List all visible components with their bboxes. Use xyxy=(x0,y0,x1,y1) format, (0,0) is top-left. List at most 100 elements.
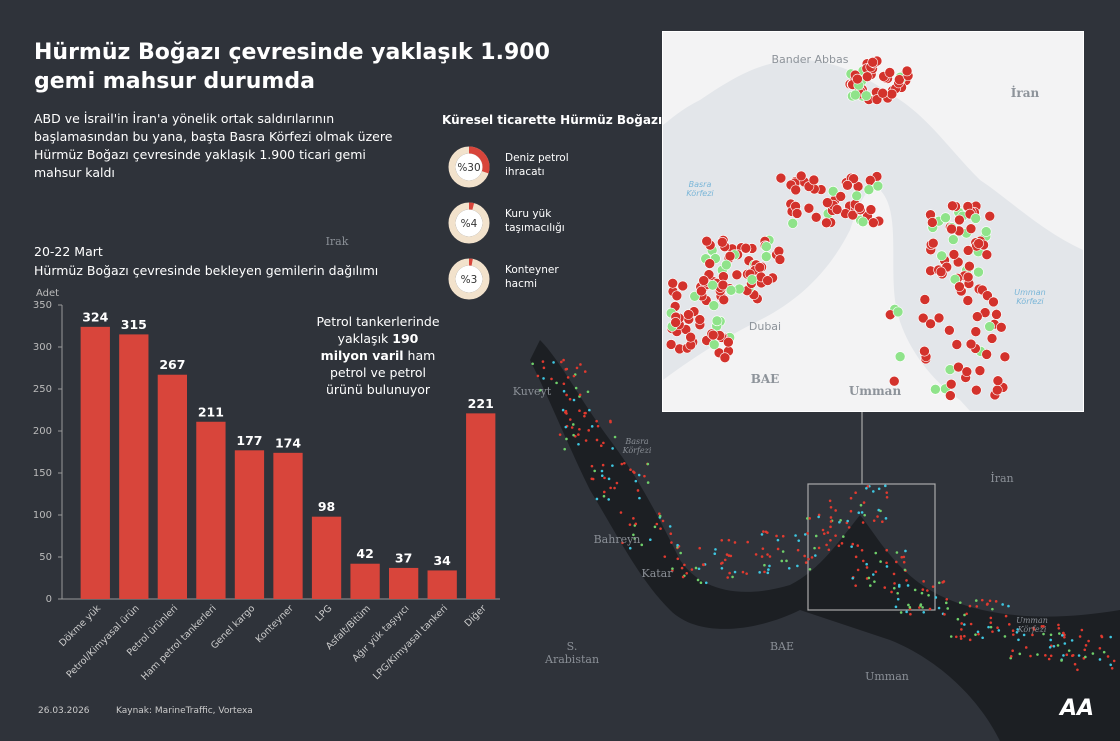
ship-dot xyxy=(764,530,768,534)
ship-dot xyxy=(879,509,882,513)
ship-dot xyxy=(872,519,876,522)
value-label: 315 xyxy=(121,317,147,332)
ship-dot xyxy=(874,570,878,574)
ship-dot xyxy=(822,197,833,208)
ship-dot xyxy=(974,365,986,376)
ship-dot xyxy=(780,559,784,563)
ship-dot xyxy=(561,408,565,412)
ship-dot xyxy=(579,363,582,366)
ship-dot xyxy=(1022,633,1026,637)
ship-dot xyxy=(948,249,960,260)
ship-dot xyxy=(944,324,955,336)
ship-dot xyxy=(723,336,734,348)
value-label: 267 xyxy=(159,357,185,372)
ship-dot xyxy=(696,285,707,297)
ship-dot xyxy=(965,338,977,350)
ship-dot xyxy=(1057,626,1061,630)
inset-label: Basra Körfezi xyxy=(686,180,714,198)
ship-dot xyxy=(560,360,563,364)
ship-dot xyxy=(1065,653,1069,657)
ship-dot xyxy=(863,184,875,195)
ship-dot xyxy=(991,309,1002,320)
ship-dot xyxy=(1044,654,1047,657)
ship-dot xyxy=(947,200,958,212)
ship-dot xyxy=(568,418,572,421)
ship-dot xyxy=(1015,631,1019,634)
ship-dot xyxy=(760,555,764,558)
inset-label: Umman xyxy=(848,384,902,398)
bar xyxy=(311,516,342,599)
ship-dot xyxy=(865,486,868,490)
inset-label: Umman Körfezi xyxy=(1014,288,1046,306)
donut-arc xyxy=(468,146,490,174)
ship-dot xyxy=(720,538,724,542)
ship-dot xyxy=(634,522,638,526)
ship-dot xyxy=(972,311,983,322)
ship-dot xyxy=(1011,633,1015,636)
donut-hole xyxy=(455,265,483,293)
ship-dot xyxy=(879,560,882,563)
ship-dot xyxy=(956,617,960,621)
ship-dot xyxy=(570,426,574,429)
ship-dot xyxy=(865,562,868,566)
ship-dot xyxy=(861,559,865,563)
ship-dot xyxy=(745,572,748,575)
ship-dot xyxy=(636,489,640,492)
ship-dot xyxy=(949,635,953,638)
ship-dot xyxy=(615,481,619,485)
donut-arc xyxy=(468,202,475,210)
ship-dot xyxy=(649,538,652,541)
ship-dot xyxy=(1049,638,1052,642)
ship-dot xyxy=(825,543,828,547)
map-label: İran xyxy=(990,472,1014,485)
logo: AA xyxy=(1060,696,1095,721)
inset-land xyxy=(663,32,1083,250)
ship-dot xyxy=(921,606,924,609)
ship-dot xyxy=(954,281,965,292)
donut-value: %4 xyxy=(461,218,478,230)
ship-dot xyxy=(906,584,910,587)
ship-dot xyxy=(890,590,893,594)
ship-dot xyxy=(831,204,843,215)
ship-dot xyxy=(989,616,993,620)
ship-dot xyxy=(1071,654,1074,658)
ship-dot xyxy=(937,606,941,610)
ship-dot xyxy=(721,259,732,271)
ship-dot xyxy=(902,560,906,564)
x-tick-label: LPG xyxy=(314,603,335,624)
ship-dot xyxy=(781,550,785,553)
ship-dot xyxy=(946,607,950,610)
ship-dot xyxy=(1098,646,1102,650)
ship-dot xyxy=(659,527,662,530)
ship-dot xyxy=(960,622,963,625)
ship-dot xyxy=(542,377,545,380)
ship-dot xyxy=(936,250,947,262)
ship-dot xyxy=(849,509,853,513)
ship-dot xyxy=(676,557,680,561)
donut-label: Deniz petrol ihracatı xyxy=(505,152,569,178)
ship-dot xyxy=(591,477,595,481)
ship-dot xyxy=(945,390,956,401)
ship-dot xyxy=(578,409,581,413)
ship-dot xyxy=(640,543,644,547)
ship-dot xyxy=(762,530,765,533)
value-label: 211 xyxy=(198,404,224,419)
ship-dot xyxy=(596,424,600,428)
ship-dot xyxy=(563,447,566,451)
ship-dot xyxy=(992,384,1003,396)
ship-dot xyxy=(963,623,966,626)
y-tick-label: 50 xyxy=(39,552,52,563)
y-tick-label: 100 xyxy=(33,510,52,521)
ship-dot xyxy=(733,570,737,574)
ship-dot xyxy=(1047,657,1051,661)
ship-dot xyxy=(1003,635,1007,638)
ship-dot xyxy=(894,605,898,609)
ship-dot xyxy=(837,544,841,548)
ship-dot xyxy=(964,260,975,272)
ship-dot xyxy=(810,212,822,223)
ship-dot xyxy=(1011,629,1015,633)
ship-dot xyxy=(707,279,718,291)
ship-dot xyxy=(646,462,650,466)
ship-dot xyxy=(595,497,599,501)
ship-dot xyxy=(905,579,908,582)
